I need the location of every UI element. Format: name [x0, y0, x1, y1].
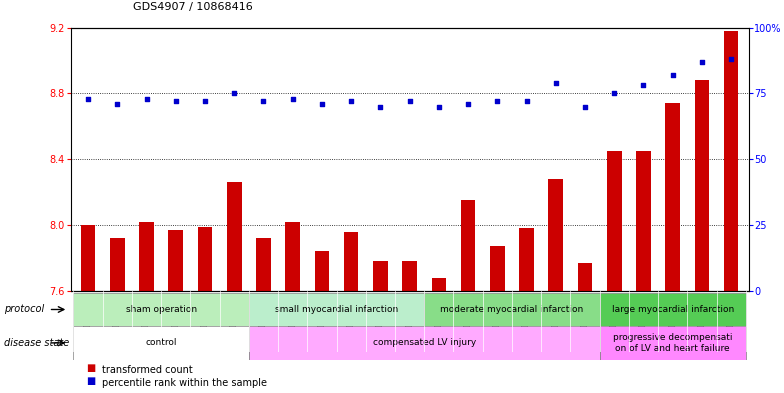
Point — [140, 95, 153, 102]
Text: sham operation: sham operation — [125, 305, 197, 314]
Point — [228, 90, 241, 96]
Text: GDS4907 / 10868416: GDS4907 / 10868416 — [133, 2, 253, 12]
Text: protocol: protocol — [4, 305, 44, 314]
Bar — [724, 31, 739, 291]
Bar — [519, 228, 534, 291]
Point — [637, 82, 650, 88]
Point — [111, 101, 124, 107]
Point — [403, 98, 416, 105]
Bar — [169, 230, 183, 291]
Text: large myocardial infarction: large myocardial infarction — [612, 305, 734, 314]
Point — [579, 103, 591, 110]
Bar — [600, 326, 746, 360]
Point — [491, 98, 503, 105]
Point — [521, 98, 533, 105]
Text: small myocardial infarction: small myocardial infarction — [275, 305, 398, 314]
Bar — [600, 293, 746, 326]
Bar — [198, 227, 212, 291]
Text: transformed count: transformed count — [102, 365, 193, 375]
Point — [316, 101, 328, 107]
Text: control: control — [145, 338, 177, 347]
Bar — [402, 261, 417, 291]
Bar — [373, 261, 388, 291]
Bar — [666, 103, 680, 291]
Bar — [461, 200, 475, 291]
Bar — [314, 251, 329, 291]
Point — [199, 98, 212, 105]
Bar — [81, 225, 96, 291]
Bar — [431, 277, 446, 291]
Point — [345, 98, 358, 105]
Text: progressive decompensati
on of LV and heart failure: progressive decompensati on of LV and he… — [613, 333, 732, 353]
Bar — [74, 326, 249, 360]
Bar — [227, 182, 241, 291]
Bar — [74, 293, 249, 326]
Point — [433, 103, 445, 110]
Bar — [695, 80, 710, 291]
Bar — [549, 179, 563, 291]
Point — [666, 72, 679, 78]
Bar — [249, 293, 424, 326]
Text: compensated LV injury: compensated LV injury — [372, 338, 476, 347]
Point — [608, 90, 620, 96]
Point — [169, 98, 182, 105]
Bar — [140, 222, 154, 291]
Point — [257, 98, 270, 105]
Point — [462, 101, 474, 107]
Text: moderate myocardial infarction: moderate myocardial infarction — [441, 305, 583, 314]
Text: ■: ■ — [86, 376, 96, 386]
Bar — [424, 293, 600, 326]
Point — [725, 56, 738, 62]
Bar — [249, 326, 600, 360]
Text: percentile rank within the sample: percentile rank within the sample — [102, 378, 267, 387]
Bar — [256, 238, 270, 291]
Point — [286, 95, 299, 102]
Text: disease state: disease state — [4, 338, 69, 348]
Bar — [636, 151, 651, 291]
Bar — [490, 246, 505, 291]
Bar — [344, 231, 358, 291]
Bar — [110, 238, 125, 291]
Point — [374, 103, 387, 110]
Text: ■: ■ — [86, 364, 96, 373]
Bar — [578, 263, 593, 291]
Bar — [285, 222, 300, 291]
Point — [695, 59, 708, 65]
Bar — [607, 151, 622, 291]
Point — [550, 80, 562, 86]
Point — [82, 95, 94, 102]
